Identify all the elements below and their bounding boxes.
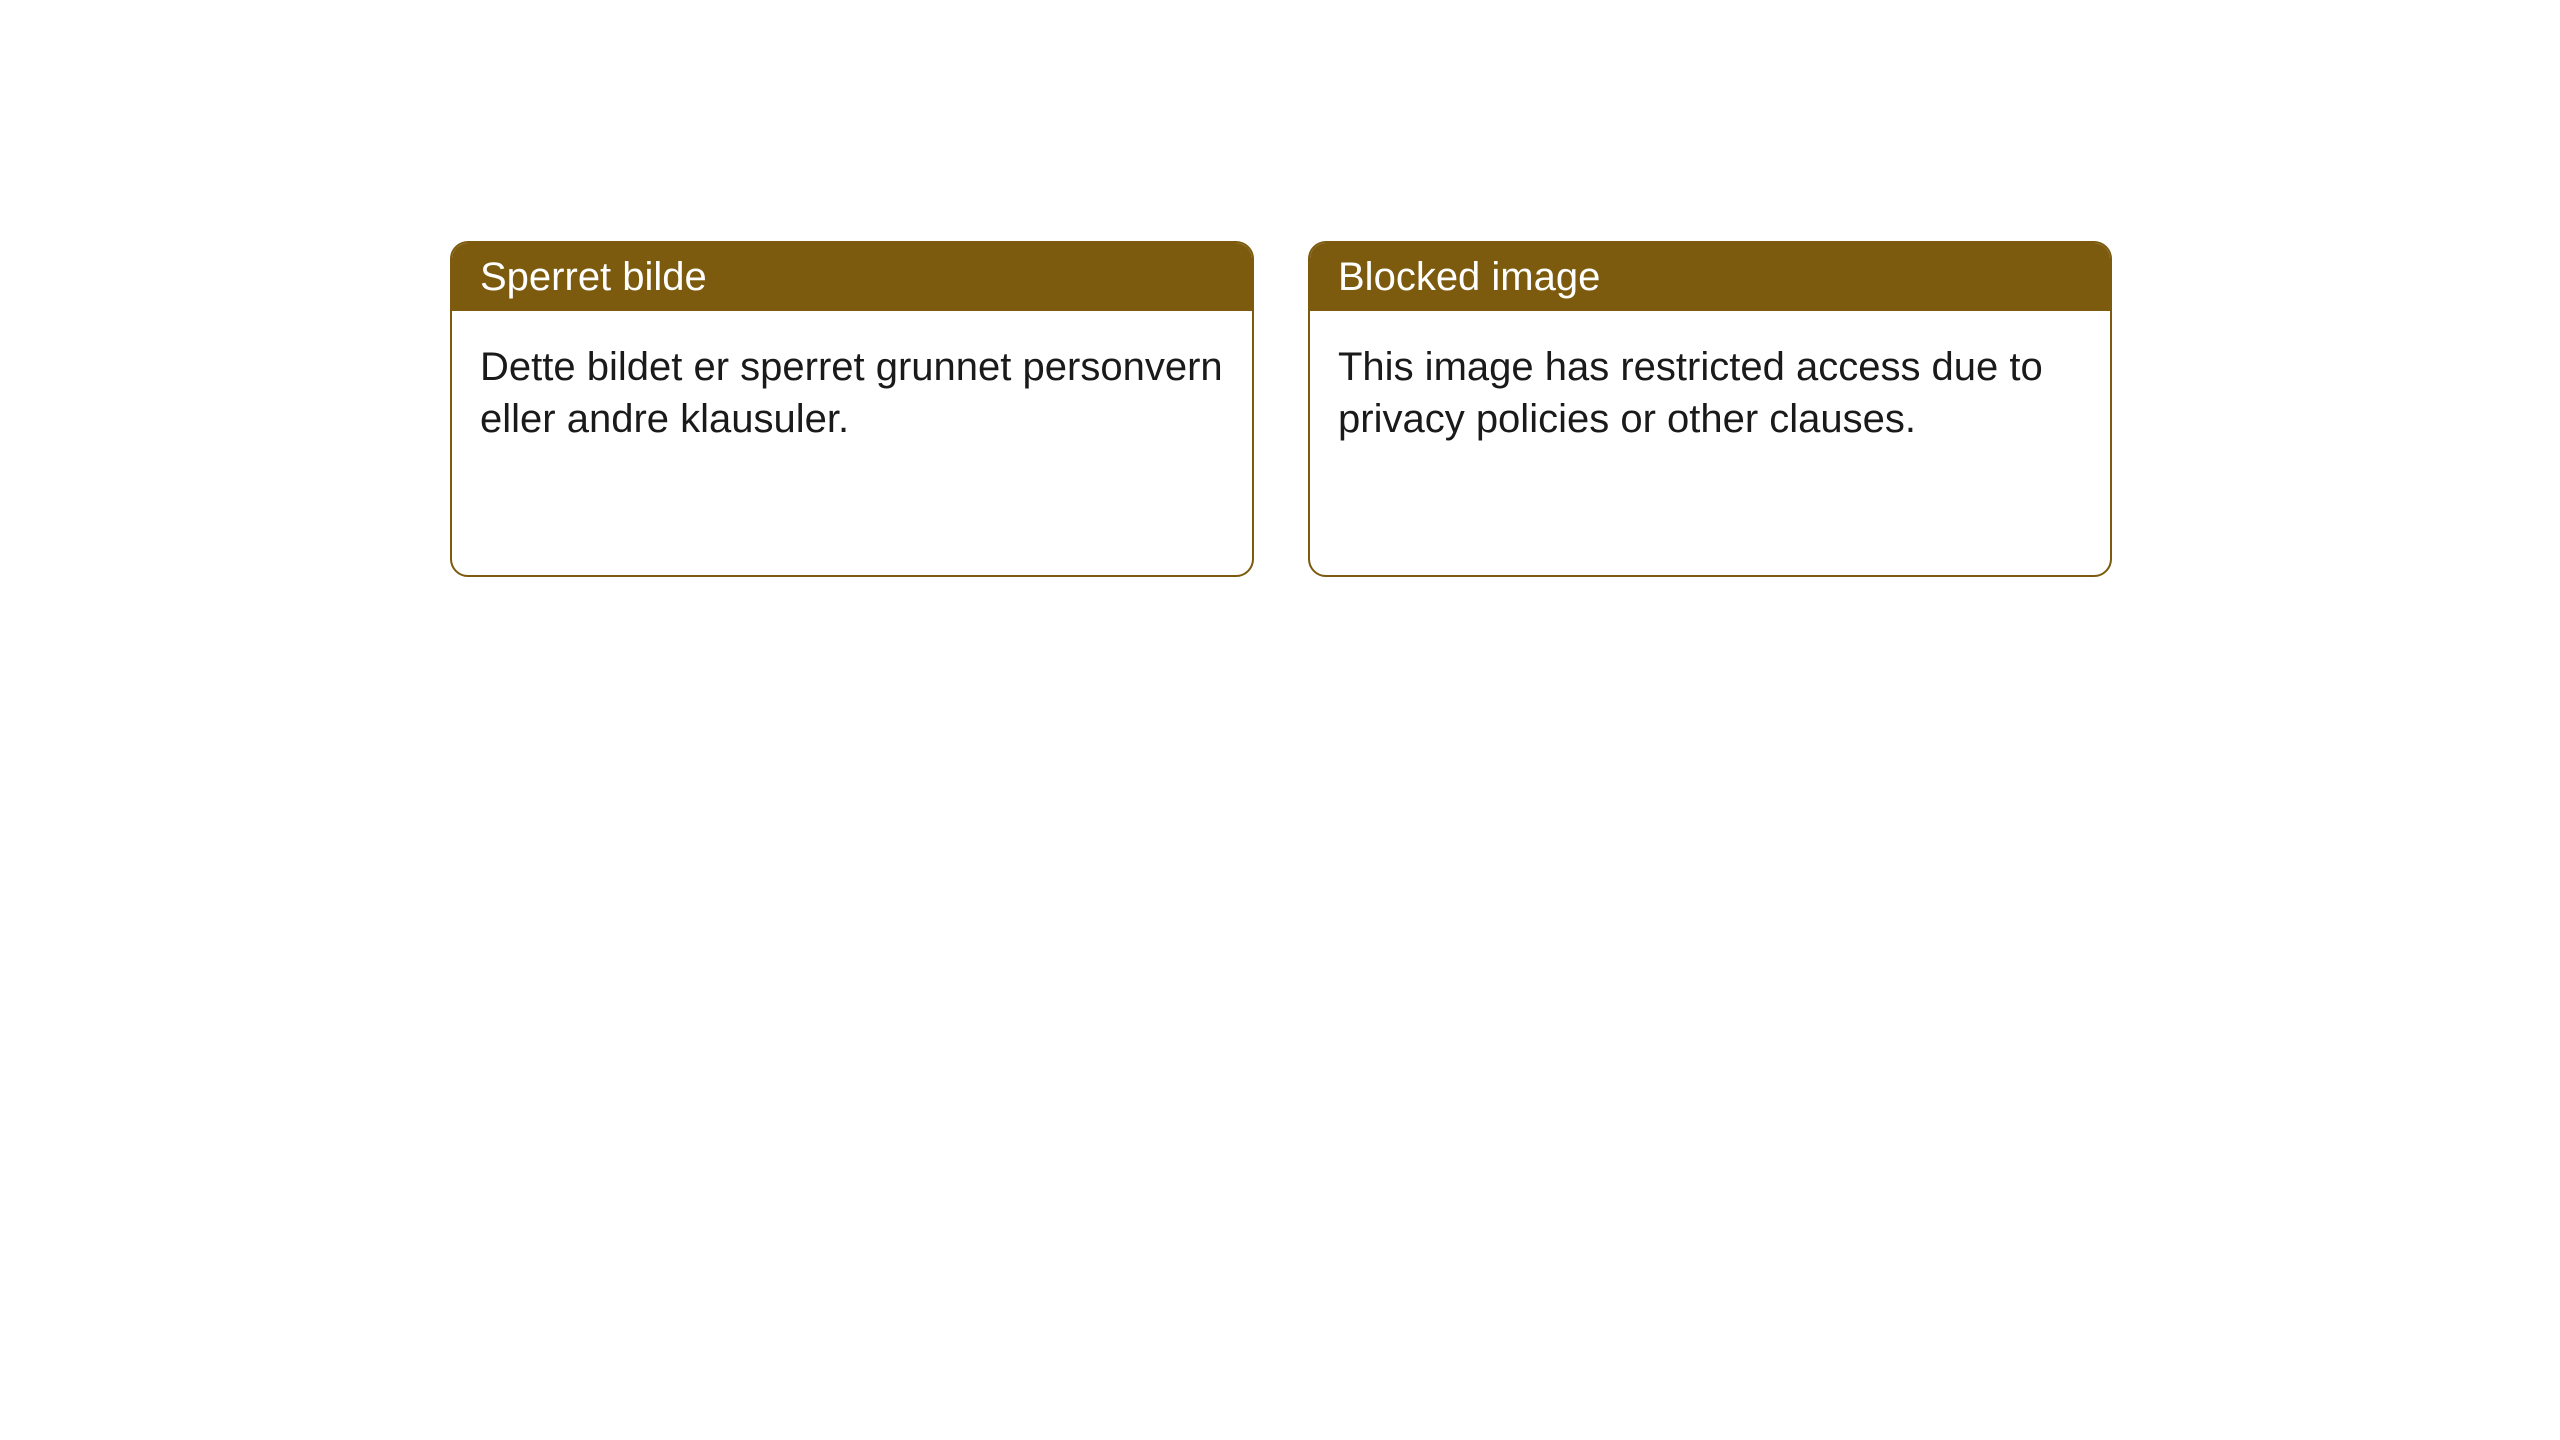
notice-card-norwegian: Sperret bilde Dette bildet er sperret gr… xyxy=(450,241,1254,577)
notice-body-text-norwegian: Dette bildet er sperret grunnet personve… xyxy=(480,345,1223,441)
notice-header-english: Blocked image xyxy=(1310,243,2110,311)
notice-body-norwegian: Dette bildet er sperret grunnet personve… xyxy=(452,311,1252,475)
notice-container: Sperret bilde Dette bildet er sperret gr… xyxy=(450,241,2112,577)
notice-card-english: Blocked image This image has restricted … xyxy=(1308,241,2112,577)
notice-title-norwegian: Sperret bilde xyxy=(480,255,707,299)
notice-body-text-english: This image has restricted access due to … xyxy=(1338,345,2043,441)
notice-header-norwegian: Sperret bilde xyxy=(452,243,1252,311)
notice-body-english: This image has restricted access due to … xyxy=(1310,311,2110,475)
notice-title-english: Blocked image xyxy=(1338,255,1600,299)
